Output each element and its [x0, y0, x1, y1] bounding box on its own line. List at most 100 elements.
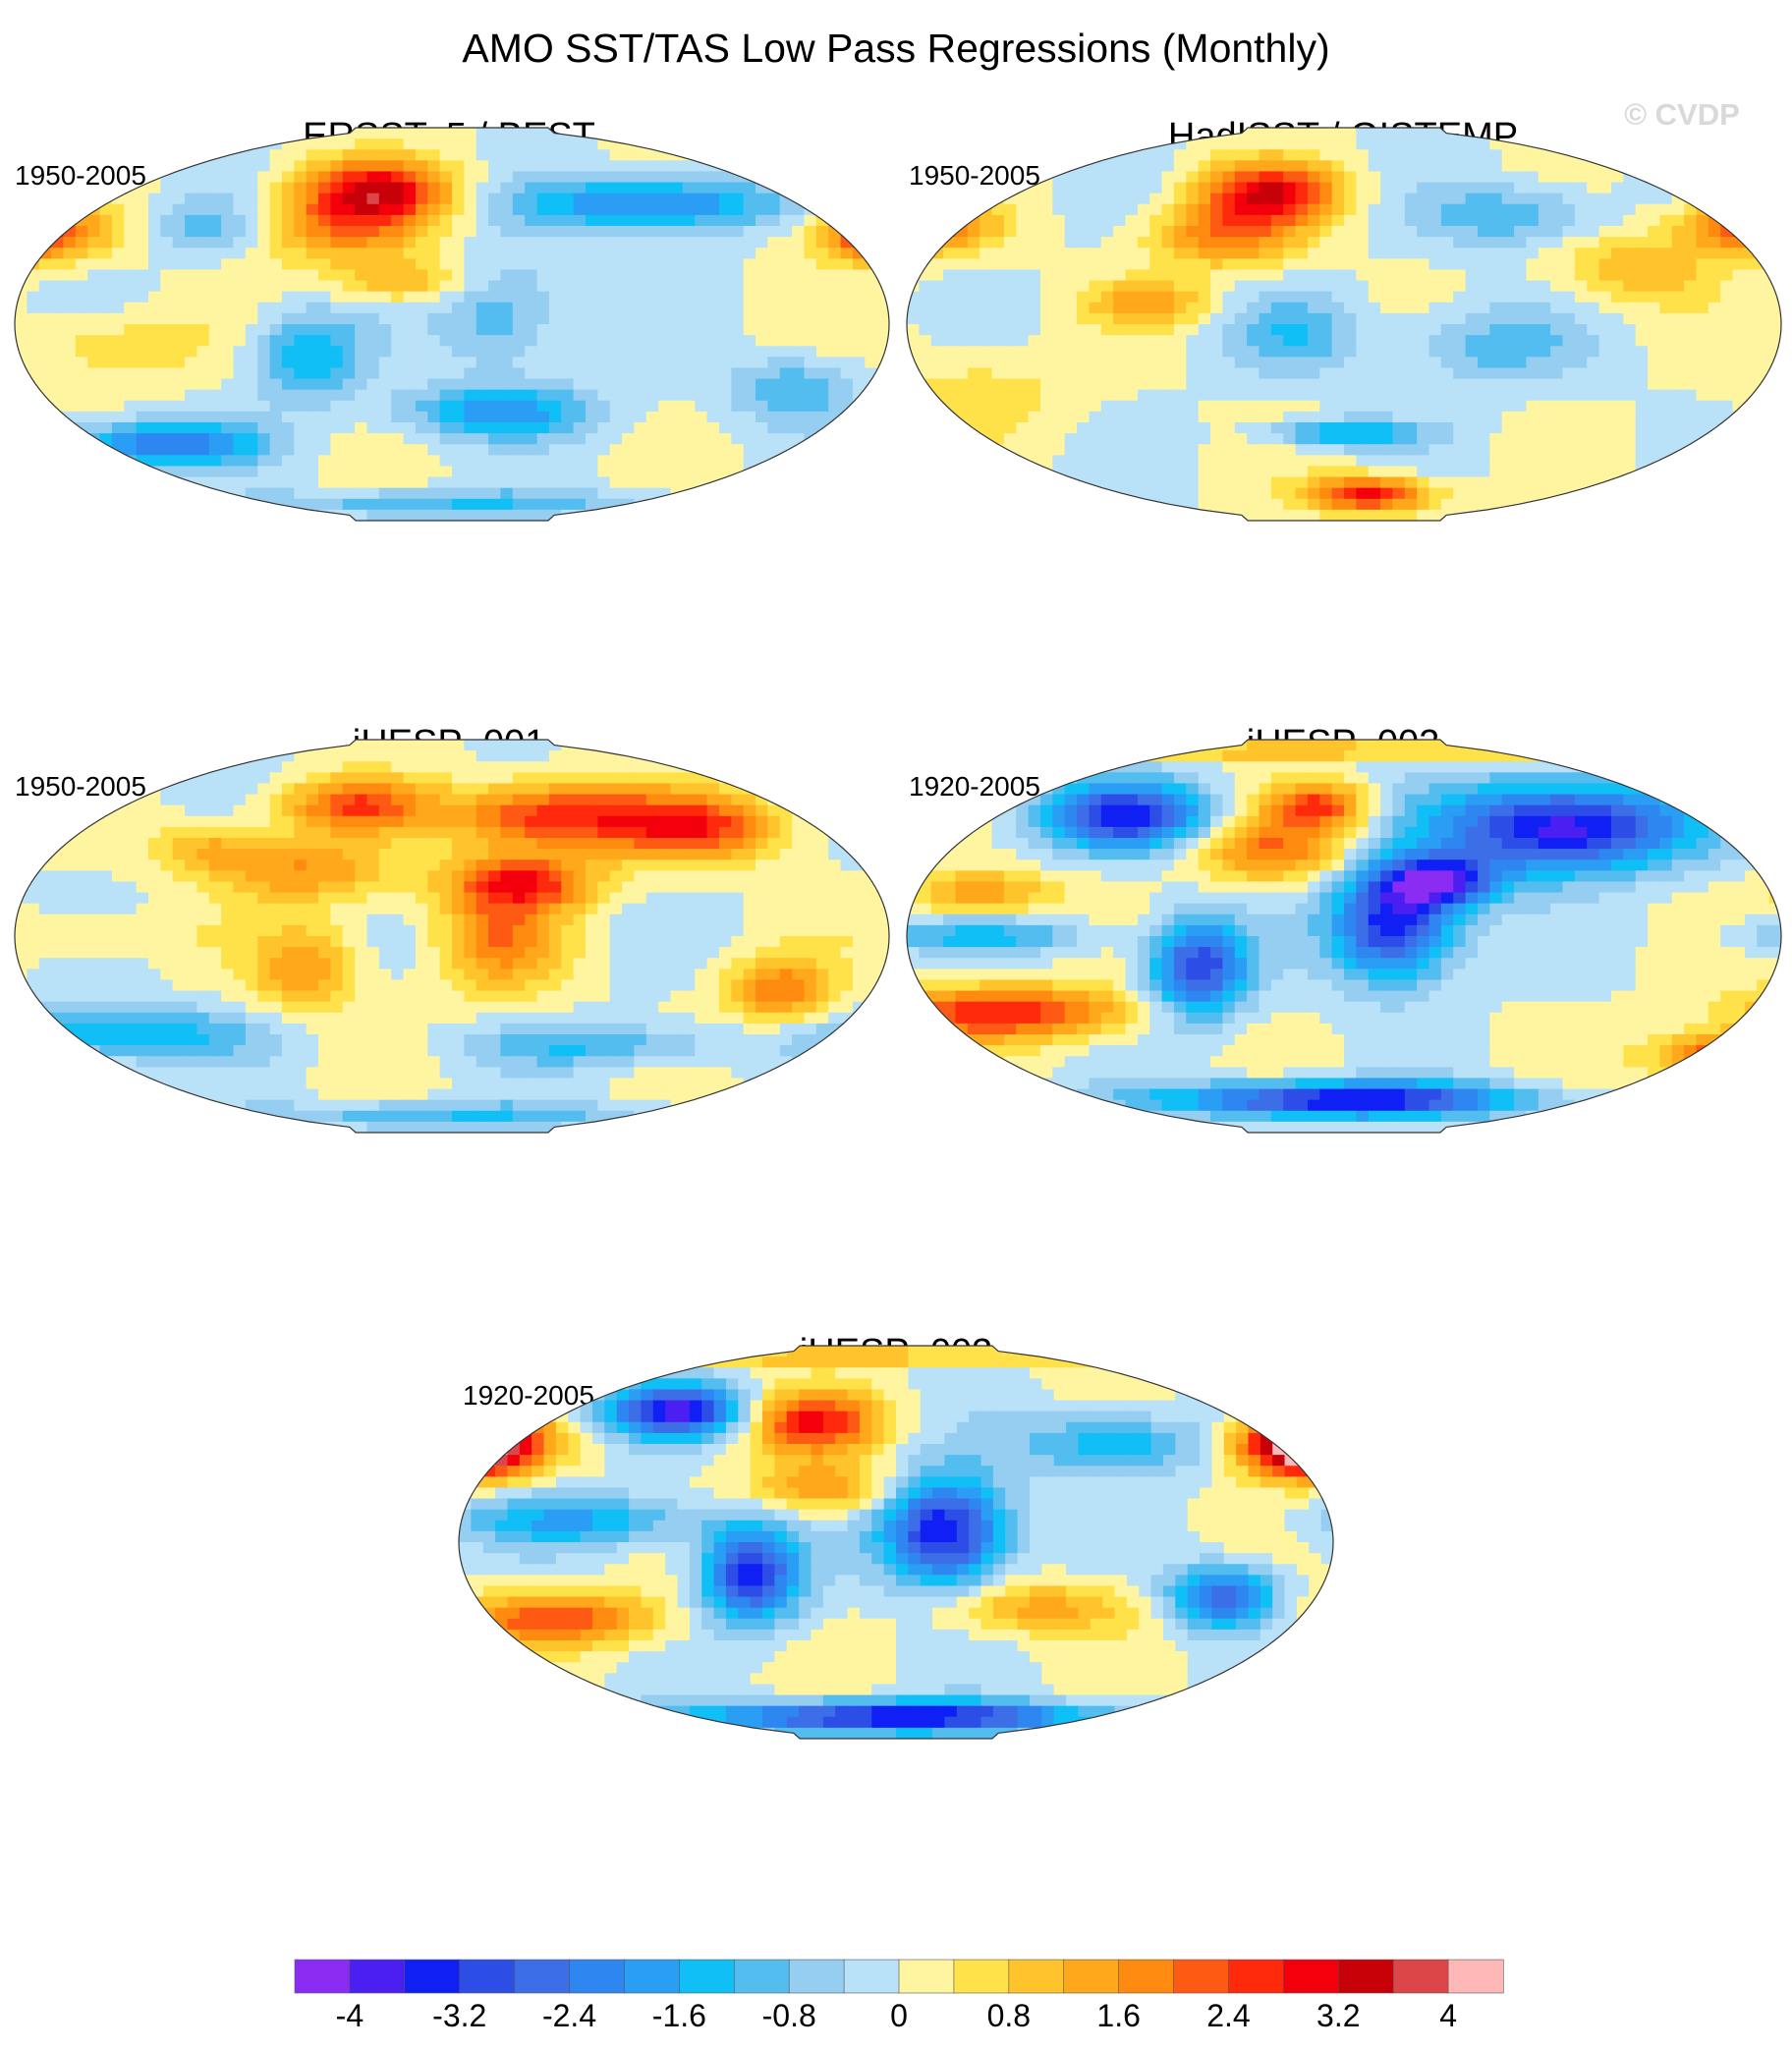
- field-cell: [488, 269, 502, 282]
- field-cell: [124, 324, 138, 336]
- field-cell: [1186, 324, 1200, 336]
- field-cell: [1356, 324, 1370, 336]
- field-cell: [756, 411, 768, 423]
- field-cell: [919, 389, 932, 402]
- field-cell: [318, 466, 331, 478]
- field-cell: [1356, 193, 1370, 205]
- field-cell: [257, 411, 271, 423]
- field-cell: [1270, 433, 1284, 445]
- field-cell: [930, 193, 944, 205]
- field-cell: [865, 160, 878, 173]
- field-cell: [427, 160, 441, 173]
- field-cell: [124, 280, 138, 293]
- field-cell: [1598, 226, 1612, 238]
- field-cell: [815, 378, 829, 391]
- field-cell: [1173, 335, 1187, 347]
- field-cell: [185, 509, 198, 521]
- field-cell: [731, 139, 745, 150]
- field-cell: [682, 160, 696, 173]
- field-cell: [670, 389, 684, 402]
- field-cell: [1526, 182, 1540, 194]
- field-cell: [967, 367, 980, 380]
- field-cell: [1064, 128, 1078, 139]
- field-cell: [597, 367, 611, 380]
- field-cell: [622, 302, 636, 314]
- field-cell: [63, 237, 77, 249]
- field-cell: [1307, 182, 1320, 194]
- field-cell: [1295, 444, 1309, 456]
- field-cell: [1768, 312, 1781, 325]
- field-cell: [306, 487, 319, 500]
- field-cell: [1757, 291, 1770, 304]
- field-cell: [670, 498, 684, 511]
- field-cell: [585, 335, 598, 347]
- field-cell: [907, 269, 920, 282]
- field-cell: [919, 335, 932, 347]
- field-cell: [1453, 139, 1467, 150]
- field-cell: [378, 346, 392, 358]
- field-cell: [767, 258, 781, 271]
- field-cell: [1344, 160, 1357, 173]
- field-cell: [233, 444, 247, 456]
- field-cell: [1501, 226, 1515, 238]
- field-cell: [124, 367, 138, 380]
- field-cell: [943, 389, 957, 402]
- field-cell: [1161, 444, 1175, 456]
- field-cell: [1125, 302, 1139, 314]
- field-cell: [865, 248, 878, 259]
- field-cell: [1100, 237, 1114, 249]
- field-cell: [1344, 422, 1357, 434]
- field-cell: [27, 280, 40, 293]
- field-cell: [1028, 444, 1041, 456]
- field-cell: [415, 422, 428, 434]
- field-cell: [269, 237, 283, 249]
- field-cell: [1623, 214, 1637, 227]
- field-cell: [1392, 335, 1406, 347]
- field-cell: [281, 128, 295, 139]
- field-cell: [1113, 269, 1127, 282]
- field-cell: [597, 400, 611, 413]
- field-cell: [1210, 466, 1223, 478]
- field-cell: [75, 226, 88, 238]
- field-cell: [1514, 237, 1528, 249]
- field-cell: [767, 248, 781, 259]
- field-cell: [658, 466, 672, 478]
- field-cell: [63, 476, 77, 489]
- field-cell: [1137, 182, 1150, 194]
- field-cell: [111, 422, 125, 434]
- field-cell: [15, 258, 28, 271]
- field-cell: [1635, 346, 1649, 358]
- field-cell: [930, 357, 944, 369]
- field-cell: [294, 498, 308, 511]
- field-cell: [87, 280, 101, 293]
- field-cell: [1210, 411, 1223, 423]
- field-cell: [1514, 258, 1528, 271]
- field-cell: [257, 357, 271, 369]
- field-cell: [1064, 193, 1078, 205]
- field-cell: [269, 509, 283, 521]
- field-cell: [1064, 335, 1078, 347]
- field-cell: [1368, 149, 1381, 161]
- field-cell: [27, 357, 40, 369]
- field-cell: [804, 346, 817, 358]
- field-cell: [1392, 476, 1406, 489]
- field-cell: [1440, 248, 1454, 259]
- field-cell: [27, 476, 40, 489]
- field-cell: [930, 324, 944, 336]
- field-cell: [294, 226, 308, 238]
- field-cell: [306, 400, 319, 413]
- field-cell: [1259, 139, 1272, 150]
- field-cell: [1356, 455, 1370, 468]
- field-cell: [391, 193, 405, 205]
- field-cell: [427, 466, 441, 478]
- field-cell: [208, 171, 222, 184]
- field-cell: [403, 160, 417, 173]
- field-cell: [1077, 367, 1091, 380]
- field-cell: [476, 400, 489, 413]
- field-cell: [682, 128, 696, 139]
- field-cell: [51, 214, 65, 227]
- field-cell: [221, 269, 235, 282]
- field-cell: [622, 455, 636, 468]
- field-cell: [1720, 171, 1734, 184]
- field-cell: [172, 128, 186, 139]
